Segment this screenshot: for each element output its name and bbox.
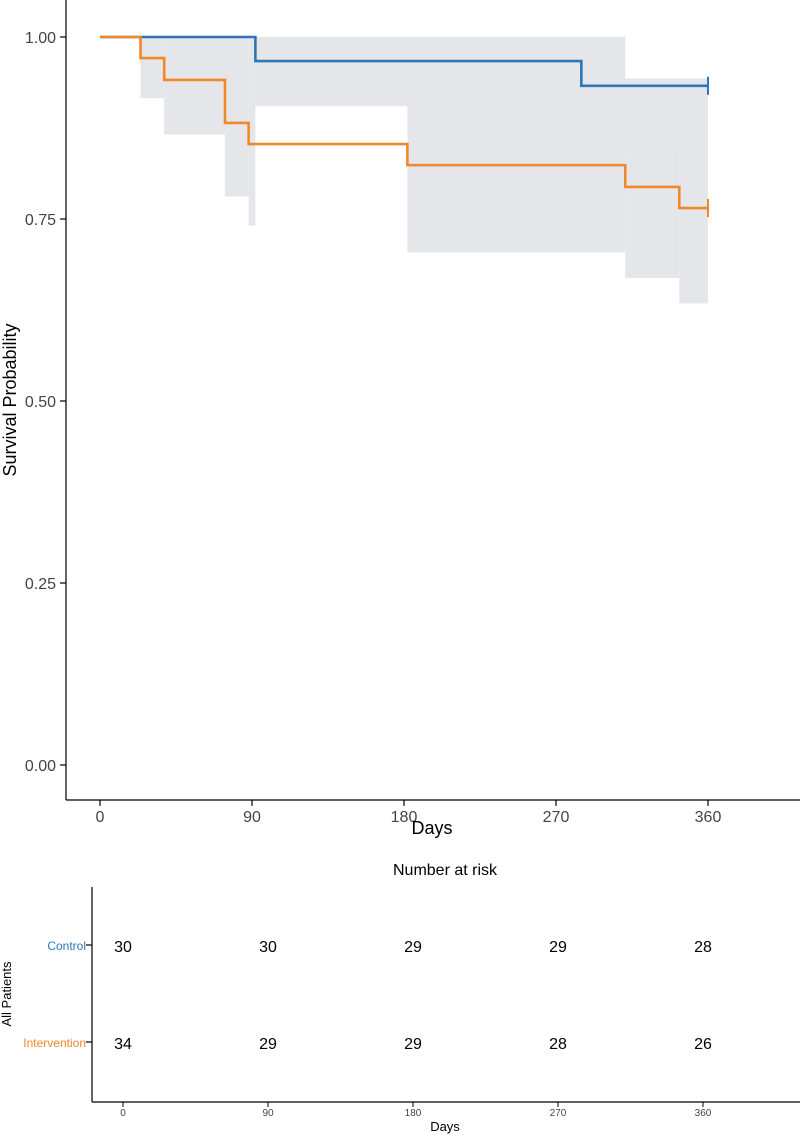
x-tick-label: 180 <box>391 809 418 826</box>
risk-x-tick-label: 270 <box>550 1108 567 1119</box>
ci-band-intervention-7 <box>581 37 626 253</box>
ci-band-intervention-4 <box>248 37 256 226</box>
risk-count-control-270: 29 <box>549 939 567 956</box>
risk-count-intervention-0: 34 <box>114 1036 132 1053</box>
risk-row-label-intervention: Intervention <box>23 1036 86 1050</box>
ci-band-intervention-5 <box>255 37 408 107</box>
risk-count-control-90: 30 <box>259 939 277 956</box>
ci-band-intervention-6 <box>407 37 582 253</box>
y-axis-title: Survival Probability <box>0 323 20 476</box>
y-tick-label: 0.50 <box>25 394 56 411</box>
ci-band-intervention-8 <box>625 78 680 278</box>
ci-band-intervention-3 <box>224 37 249 197</box>
risk-count-intervention-270: 28 <box>549 1036 567 1053</box>
y-tick-label: 0.75 <box>25 212 56 229</box>
risk-row-label-control: Control <box>47 939 86 953</box>
risk-x-tick-label: 360 <box>695 1108 712 1119</box>
risk-x-tick-label: 0 <box>120 1108 126 1119</box>
x-tick-label: 90 <box>243 809 261 826</box>
ci-band-intervention-1 <box>140 37 165 99</box>
risk-count-intervention-90: 29 <box>259 1036 277 1053</box>
x-tick-label: 0 <box>96 809 105 826</box>
risk-count-control-180: 29 <box>404 939 422 956</box>
risk-count-intervention-180: 29 <box>404 1036 422 1053</box>
risk-x-tick-label: 180 <box>405 1108 422 1119</box>
y-tick-label: 0.00 <box>25 758 56 775</box>
risk-count-control-360: 28 <box>694 939 712 956</box>
risk-table-title: Number at risk <box>393 862 498 879</box>
x-axis-title: Days <box>411 818 452 838</box>
main-plot-layer: 0.00 0.25 0.50 0.75 1.00 0 90 180 270 360 <box>25 30 722 826</box>
series-line-intervention <box>100 35 708 210</box>
risk-count-control-0: 30 <box>114 939 132 956</box>
x-tick-label: 360 <box>695 809 722 826</box>
x-tick-label: 270 <box>543 809 570 826</box>
risk-table-y-title: All Patients <box>0 961 14 1027</box>
y-tick-label: 1.00 <box>25 30 56 47</box>
risk-x-tick-label: 90 <box>262 1108 274 1119</box>
risk-table-layer: Control 30 30 29 29 28 Intervention 34 29 29 28 26 0… <box>23 939 712 1119</box>
risk-table-x-title: Days <box>430 1119 460 1134</box>
y-tick-label: 0.25 <box>25 576 56 593</box>
ci-band-intervention-9 <box>679 78 708 304</box>
ci-band-intervention-2 <box>164 37 225 135</box>
risk-count-intervention-360: 26 <box>694 1036 712 1053</box>
